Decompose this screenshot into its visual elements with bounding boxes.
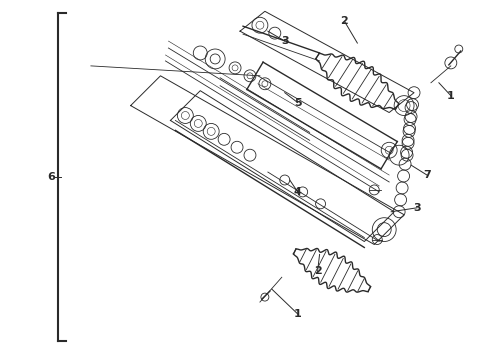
Text: 3: 3 — [281, 36, 289, 46]
Text: 2: 2 — [341, 16, 348, 26]
Text: 6: 6 — [47, 172, 55, 182]
Text: 1: 1 — [447, 91, 455, 101]
Text: 5: 5 — [294, 98, 301, 108]
Text: 7: 7 — [423, 170, 431, 180]
Text: 2: 2 — [314, 266, 321, 276]
Text: 1: 1 — [294, 309, 301, 319]
Text: 4: 4 — [294, 187, 302, 197]
Text: 3: 3 — [413, 203, 421, 213]
